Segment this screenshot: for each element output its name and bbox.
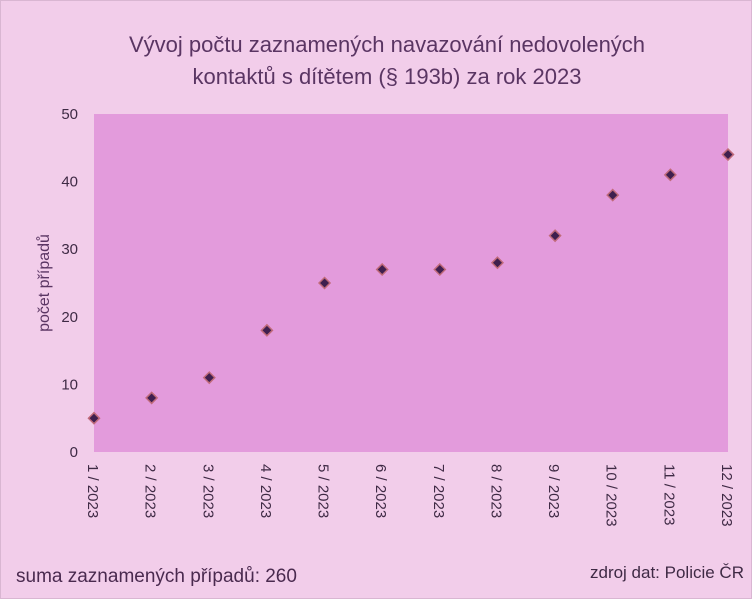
data-point (433, 262, 447, 277)
x-tick-label: 5 / 2023 (315, 464, 332, 518)
x-tick-label: 2 / 2023 (142, 464, 159, 518)
total-cases-note: suma zaznamených případů: 260 (16, 566, 297, 587)
data-point (260, 323, 274, 337)
x-tick-label: 1 / 2023 (84, 464, 101, 518)
y-tick-label: 20 (61, 309, 78, 326)
x-tick-label: 12 / 2023 (718, 464, 735, 527)
y-tick-label: 40 (61, 174, 78, 191)
data-point (317, 276, 332, 290)
data-point (721, 147, 735, 162)
data-point (490, 256, 505, 270)
x-tick-label: 3 / 2023 (199, 464, 216, 518)
data-point (202, 371, 216, 385)
data-point (145, 391, 159, 405)
data-point (606, 188, 620, 202)
y-tick-label: 50 (61, 106, 78, 123)
data-point (87, 411, 101, 425)
data-point (663, 168, 677, 182)
x-tick-label: 9 / 2023 (545, 464, 562, 518)
data-point (548, 229, 562, 243)
x-tick-label: 6 / 2023 (372, 464, 389, 518)
x-tick-labels: 1 / 2023 2 / 2023 3 / 2023 4 / 2023 5 / 2023… (84, 464, 735, 527)
chart-title-line-1: Vývoj počtu zaznamených navazování nedov… (129, 32, 645, 57)
plot-area (94, 114, 728, 452)
x-tick-label: 11 / 2023 (660, 464, 677, 525)
data-points (87, 147, 735, 425)
y-tick-label: 10 (61, 376, 78, 393)
x-tick-label: 8 / 2023 (487, 464, 504, 518)
chart-title-line-2: kontaktů s dítětem (§ 193b) za rok 2023 (193, 64, 582, 89)
data-source-note: zdroj dat: Policie ČR (589, 563, 744, 582)
x-tick-label: 7 / 2023 (430, 464, 447, 518)
x-tick-label: 4 / 2023 (257, 464, 274, 518)
data-point (375, 262, 389, 277)
y-tick-label: 0 (70, 444, 78, 461)
x-tick-label: 10 / 2023 (603, 464, 620, 527)
y-axis-label: počet případů (35, 234, 53, 332)
y-tick-label: 30 (61, 241, 78, 258)
y-tick-labels: 0 10 20 30 40 50 (61, 106, 78, 461)
